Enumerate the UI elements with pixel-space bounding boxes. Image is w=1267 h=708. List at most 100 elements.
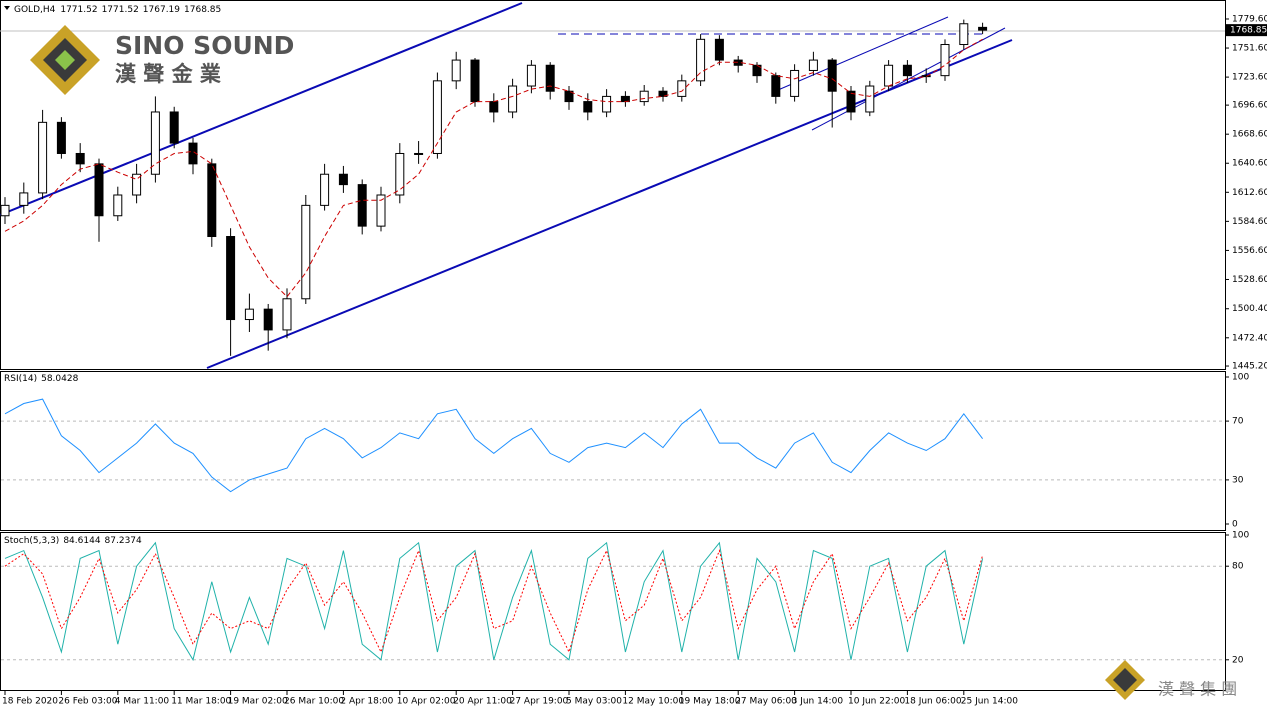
y-tick-label: 1472.40 <box>1232 333 1267 343</box>
candle-body <box>489 101 499 113</box>
candle-body <box>75 152 85 165</box>
current-value: 84.6144 <box>63 536 100 546</box>
candle-body <box>508 85 518 113</box>
candle-body <box>301 204 311 300</box>
x-tick-label: 4 Mar 11:00 <box>115 697 170 707</box>
candle-body <box>902 64 912 77</box>
x-tick-label: 5 May 03:00 <box>566 697 622 707</box>
logo-diamond <box>1113 668 1137 692</box>
candle-body <box>0 204 10 217</box>
candle-body <box>470 59 480 103</box>
y-tick-label: 1696.60 <box>1232 101 1267 111</box>
candle-body <box>564 90 574 103</box>
x-tick-label: 12 May 10:00 <box>622 697 684 707</box>
logo: SINO SOUND 漢 聲 金 業 漢 聲 集 團 <box>30 25 1237 700</box>
candle-body <box>94 163 104 217</box>
main-frame <box>0 0 1226 370</box>
candle-body <box>808 59 818 71</box>
x-tick-label: 3 Jun 14:00 <box>792 697 844 707</box>
y-tick-label: 1723.60 <box>1232 73 1267 83</box>
y-tick-label: 1528.60 <box>1232 275 1267 285</box>
candle-body <box>263 308 273 331</box>
y-tick-label: 1612.60 <box>1232 188 1267 198</box>
x-tick-label: 19 Mar 02:00 <box>228 697 288 707</box>
title: Stoch(5,3,3) <box>4 536 59 546</box>
line <box>4 398 983 493</box>
candle-body <box>56 121 66 154</box>
candle-body <box>38 121 48 194</box>
title: RSI(14) <box>4 374 37 384</box>
x-tick-label: 10 Apr 02:00 <box>397 697 456 707</box>
y-tick-label: 100 <box>1232 373 1249 383</box>
candle-body <box>320 173 330 206</box>
x-tick-label: 27 May 06:00 <box>735 697 797 707</box>
candle-body <box>282 298 292 331</box>
candle-body <box>959 23 969 46</box>
y-tick-label: 1445.20 <box>1232 362 1267 372</box>
candle-body <box>244 308 254 321</box>
x-tick-label: 20 Apr 11:00 <box>453 697 512 707</box>
y-tick-label: 1584.60 <box>1232 217 1267 227</box>
candle-body <box>714 38 724 61</box>
candle-body <box>395 152 405 196</box>
x-tick-label: 26 Feb 03:00 <box>58 697 117 707</box>
candle-body <box>338 173 348 186</box>
y-tick-label: 100 <box>1232 531 1249 541</box>
y-tick-label: 0 <box>1232 520 1238 530</box>
candle-body <box>978 26 988 31</box>
x-tick-label: 11 Mar 18:00 <box>171 697 231 707</box>
candle-body <box>846 90 856 113</box>
line <box>4 548 984 654</box>
x-tick-label: 27 Apr 19:00 <box>510 697 569 707</box>
candle-body <box>414 152 424 155</box>
candle-body <box>771 75 781 97</box>
y-tick-label: 1556.60 <box>1232 246 1267 256</box>
logo-text: 漢 聲 金 業 <box>115 62 222 86</box>
line <box>4 541 984 662</box>
candle-body <box>432 80 442 154</box>
candle-body <box>696 38 706 82</box>
y-tick-label: 20 <box>1232 655 1244 665</box>
candle-body <box>113 194 123 217</box>
moving-average <box>4 38 983 298</box>
candle-body <box>376 194 386 227</box>
y-tick-label: 30 <box>1232 475 1244 485</box>
rsi-header: RSI(14) 58.0428 <box>4 374 79 384</box>
header-value: 1768.85 <box>184 5 221 15</box>
y-tick-label: 1751.60 <box>1232 44 1267 54</box>
y-tick-label: 1640.60 <box>1232 159 1267 169</box>
logo-diamond <box>55 50 75 70</box>
x-tick-label: 10 Jun 22:00 <box>848 697 905 707</box>
price-tag-label: 1768.85 <box>1230 26 1267 36</box>
header-value: 1771.52 <box>60 5 97 15</box>
trendline <box>777 16 949 91</box>
x-tick-label: 19 May 18:00 <box>679 697 741 707</box>
candle-body <box>865 85 875 113</box>
candle-body <box>790 69 800 97</box>
candle-body <box>169 111 179 144</box>
plot: 1779.60 1751.60 1723.60 1696.60 1668.60 1640.… <box>0 14 1267 707</box>
y-tick-label: 1500.40 <box>1232 304 1267 314</box>
candle-body <box>639 90 649 103</box>
candle-body <box>132 173 142 196</box>
logo-text: SINO SOUND <box>115 31 294 60</box>
y-tick-label: 1779.60 <box>1232 14 1267 24</box>
candle-body <box>357 184 367 227</box>
y-tick-label: 80 <box>1232 562 1244 572</box>
y-tick-label: 1668.60 <box>1232 130 1267 140</box>
candle-body <box>658 90 668 97</box>
x-tick-label: 18 Jun 06:00 <box>904 697 961 707</box>
header: GOLD,H4 1771.52 1771.52 1767.19 1768.85 <box>14 5 221 15</box>
candle-body <box>207 163 217 238</box>
menu-arrow <box>4 6 10 10</box>
candle-body <box>545 64 555 92</box>
current-value: 58.0428 <box>41 374 78 384</box>
stoch-frame <box>0 532 1226 691</box>
rsi-frame <box>0 371 1226 531</box>
candle-body <box>19 192 29 206</box>
footer-text: 漢 聲 集 團 <box>1158 680 1237 699</box>
candle-body <box>884 64 894 87</box>
frames <box>0 0 1226 691</box>
current-value: 87.2374 <box>105 536 142 546</box>
title: GOLD,H4 <box>14 5 56 15</box>
